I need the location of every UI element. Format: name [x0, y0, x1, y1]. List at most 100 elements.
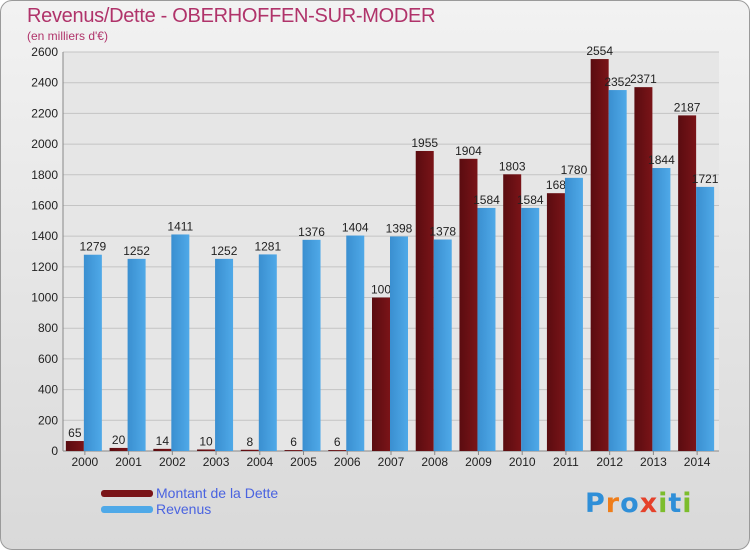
x-tick-label: 2007 [378, 455, 405, 469]
bar-dette [590, 59, 609, 451]
logo-letter: i [682, 488, 693, 519]
y-tick-label: 1600 [31, 198, 58, 212]
chart-title: Revenus/Dette - OBERHOFFEN-SUR-MODER [27, 5, 436, 27]
data-label-revenus: 1378 [429, 225, 456, 239]
data-label-revenus: 1780 [561, 163, 588, 177]
bar-dette [109, 447, 128, 451]
bar-dette [415, 150, 434, 451]
logo-letter: x [639, 488, 659, 519]
bar-revenus [346, 235, 365, 451]
y-tick-label: 2000 [31, 137, 58, 151]
data-label-dette: 2187 [674, 100, 701, 114]
x-tick-label: 2002 [159, 455, 186, 469]
y-tick-label: 2600 [31, 45, 58, 59]
x-tick-label: 2006 [334, 455, 361, 469]
bar-dette [459, 158, 478, 451]
bar-dette [678, 115, 697, 452]
bar-revenus [477, 207, 496, 451]
data-label-revenus: 1252 [123, 244, 150, 258]
data-label-revenus: 1404 [342, 221, 369, 235]
data-label-revenus: 1281 [254, 239, 281, 253]
data-label-revenus: 1584 [517, 193, 544, 207]
data-label-dette: 10 [199, 434, 213, 448]
bar-revenus [83, 254, 102, 451]
data-label-dette: 8 [246, 435, 253, 449]
legend-label-revenus: Revenus [156, 501, 212, 517]
bar-dette [153, 448, 172, 451]
bar-dette [65, 441, 84, 451]
y-tick-label: 1000 [31, 291, 58, 305]
bar-revenus [302, 239, 321, 451]
x-tick-label: 2004 [246, 455, 273, 469]
bar-dette [503, 174, 522, 452]
data-label-revenus: 1376 [298, 225, 325, 239]
x-tick-label: 2012 [596, 455, 623, 469]
y-tick-label: 800 [38, 321, 58, 335]
data-label-dette: 20 [112, 433, 126, 447]
logo-letter: i [658, 488, 669, 519]
x-tick-label: 2010 [509, 455, 536, 469]
data-label-revenus: 1844 [648, 153, 675, 167]
data-label-revenus: 1398 [386, 221, 413, 235]
bar-dette [240, 449, 259, 451]
legend-swatch-revenus [101, 506, 153, 513]
data-label-dette: 1803 [499, 159, 526, 173]
bar-revenus [171, 234, 190, 451]
bar-revenus [215, 258, 234, 451]
bar-revenus [390, 236, 408, 451]
bar-revenus [652, 168, 671, 452]
bar-revenus [696, 186, 715, 451]
data-label-dette: 6 [334, 435, 341, 449]
legend-label-dette: Montant de la Dette [156, 485, 279, 501]
data-label-revenus: 1411 [167, 219, 193, 233]
bar-dette [546, 193, 565, 451]
data-label-dette: 2371 [630, 72, 657, 86]
bar-revenus [521, 207, 540, 451]
data-label-revenus: 2352 [604, 75, 631, 89]
legend-swatch-dette [101, 490, 153, 497]
y-tick-label: 2200 [31, 106, 58, 120]
y-tick-label: 1200 [31, 260, 58, 274]
logo-letter: r [605, 488, 621, 519]
x-tick-label: 2013 [640, 455, 667, 469]
chart-subtitle: (en milliers d'€) [27, 29, 108, 43]
bar-dette [197, 449, 216, 451]
bar-revenus [127, 258, 146, 451]
y-tick-label: 0 [51, 444, 58, 458]
data-label-revenus: 1252 [211, 244, 238, 258]
logo-letter: t [668, 488, 683, 519]
x-tick-label: 2011 [553, 455, 579, 469]
y-tick-label: 2400 [31, 76, 58, 90]
y-tick-label: 1800 [31, 168, 58, 182]
x-tick-label: 2014 [684, 455, 711, 469]
bar-revenus [433, 239, 452, 451]
x-tick-label: 2001 [115, 455, 142, 469]
y-tick-label: 1400 [31, 229, 58, 243]
data-label-dette: 6 [290, 435, 297, 449]
data-label-revenus: 1279 [80, 240, 107, 254]
data-label-dette: 65 [68, 426, 82, 440]
bar-revenus [258, 254, 277, 451]
data-label-revenus: 1721 [692, 172, 719, 186]
bar-dette [634, 87, 653, 451]
bar-revenus [564, 177, 583, 452]
x-tick-label: 2000 [72, 455, 99, 469]
data-label-revenus: 1584 [473, 193, 500, 207]
bar-dette [284, 450, 303, 451]
logo-letter: P [585, 488, 606, 519]
bar-dette [328, 450, 347, 451]
y-tick-label: 400 [38, 383, 58, 397]
data-label-dette: 2554 [586, 44, 613, 58]
data-label-dette: 1904 [455, 144, 482, 158]
data-label-dette: 168 [546, 178, 566, 192]
data-label-dette: 14 [156, 434, 170, 448]
x-tick-label: 2009 [465, 455, 492, 469]
logo-letter: o [620, 488, 640, 519]
bar-revenus [608, 90, 627, 451]
proxiti-logo: Proxiti [585, 488, 693, 519]
y-tick-label: 600 [38, 352, 58, 366]
data-label-dette: 1955 [411, 136, 438, 150]
x-tick-label: 2003 [203, 455, 230, 469]
